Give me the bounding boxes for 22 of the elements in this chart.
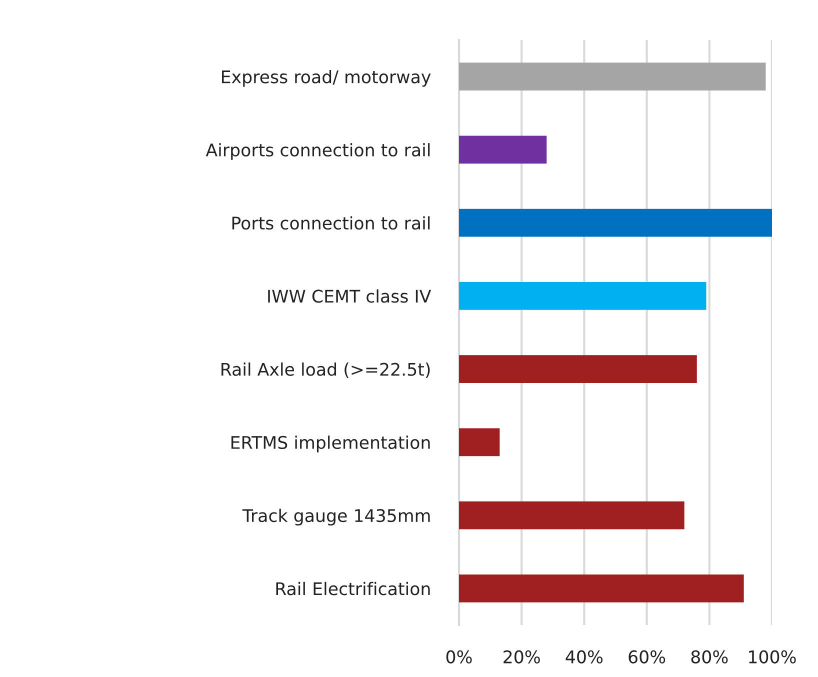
bar bbox=[459, 136, 547, 164]
x-tick-label: 60% bbox=[628, 650, 666, 664]
bar bbox=[459, 574, 744, 602]
y-tick-label: Airports connection to rail bbox=[206, 143, 430, 160]
y-tick-label: Rail Axle load (>=22.5t) bbox=[222, 362, 430, 378]
x-tick-label: 40% bbox=[566, 650, 603, 664]
y-tick-label: Rail Electrification bbox=[276, 582, 430, 596]
bar bbox=[459, 282, 706, 310]
x-tick-label: 100% bbox=[749, 650, 796, 664]
x-tick-label: 80% bbox=[691, 650, 728, 664]
y-tick-label: Express road/ motorway bbox=[222, 70, 431, 87]
y-tick-label: Track gauge 1435mm bbox=[242, 508, 430, 526]
x-tick-label: 0% bbox=[446, 650, 472, 664]
bar bbox=[459, 62, 766, 90]
y-tick-label: ERTMS implementation bbox=[231, 436, 430, 452]
bar bbox=[459, 208, 772, 237]
y-tick-label: Ports connection to rail bbox=[232, 216, 430, 230]
y-tick-label: IWW CEMT class IV bbox=[268, 289, 432, 303]
bar bbox=[459, 501, 684, 530]
x-tick-label: 20% bbox=[504, 650, 540, 664]
bar bbox=[459, 428, 500, 456]
bar bbox=[459, 355, 697, 383]
